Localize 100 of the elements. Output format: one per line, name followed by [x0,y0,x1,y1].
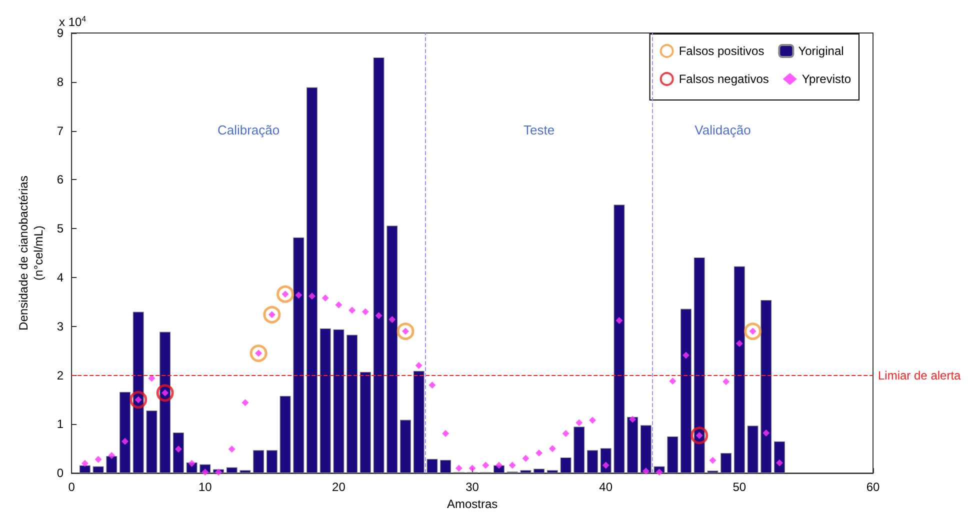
point [388,316,396,324]
point [156,384,174,402]
x-tick-label: 40 [599,480,613,494]
point [215,468,222,476]
bar [640,425,652,474]
y-tick-label: 8 [56,74,64,89]
bar [306,87,318,474]
point [522,454,530,462]
point [174,446,182,453]
point [602,462,610,469]
point [108,452,116,459]
bar [614,204,625,474]
point [263,306,281,324]
bar [106,456,118,474]
bar [320,328,331,474]
point [508,462,516,469]
point [482,462,490,469]
point [762,430,770,436]
point [130,391,148,408]
point [576,419,583,426]
y-tick-label: 3 [56,319,64,334]
point [536,450,543,457]
point [250,344,268,362]
point [682,352,690,359]
bar [146,410,158,474]
bar [520,470,532,474]
legend-label: Falsos negativos [678,72,769,86]
point [188,460,196,467]
point [122,438,128,445]
bar [574,426,585,474]
point [496,462,502,469]
bar [774,441,785,474]
point [228,446,236,453]
point [276,285,294,303]
bar [346,334,358,474]
y-tick-label: 5 [56,222,64,236]
bar [560,457,572,474]
bar [600,448,612,474]
bar [373,57,384,474]
y-tick-label: 2 [56,368,64,382]
point [322,294,329,302]
legend-label: Yprevisto [802,72,852,86]
bar [293,237,304,474]
x-tick-label: 10 [198,480,212,494]
bar [440,460,452,474]
x-tick-label: 0 [68,480,76,494]
point [348,306,356,314]
bar [253,450,264,474]
point [744,322,762,340]
bar [266,450,278,474]
point [295,292,302,299]
bar [333,329,344,474]
bar [226,467,238,474]
bar [400,420,411,474]
y-tick-label: 1 [56,417,64,432]
point [396,322,414,340]
point [428,382,436,389]
y-tick-label: 4 [56,270,64,284]
point [616,317,623,324]
y-axis-title: Densidade de cianobactérias (n°cel/mL) [16,176,46,330]
x-tick-label: 50 [732,480,746,494]
annotation: Calibração [217,122,280,138]
bar [79,465,90,474]
bar [426,458,438,474]
x-tick-label: 60 [866,480,880,494]
x-axis-title: Amostras [446,497,498,511]
x-tick-label: 20 [332,480,346,494]
point [442,430,450,437]
point [589,416,596,424]
bar [92,466,104,474]
point [375,312,382,320]
bar [680,308,692,474]
bar [667,436,678,474]
annotation: Teste [524,122,555,138]
point [415,362,422,370]
bar [172,432,184,474]
point [455,464,462,472]
bar [132,312,144,474]
point [736,340,743,348]
point [776,459,783,466]
bar [280,396,291,474]
y-tick-label: 7 [56,124,64,138]
point [562,430,570,437]
bar [546,470,558,474]
point [81,460,88,467]
point [148,374,156,382]
bar [734,266,745,474]
point [642,468,650,475]
bar [747,426,758,474]
y-tick-label: 9 [56,26,64,40]
point [690,426,708,444]
bar [587,450,598,474]
point [548,445,556,452]
point [468,464,476,472]
bar [120,392,130,474]
bar [413,370,424,474]
bar [386,226,398,474]
point [669,378,676,385]
point [629,416,636,423]
bar [360,372,371,474]
